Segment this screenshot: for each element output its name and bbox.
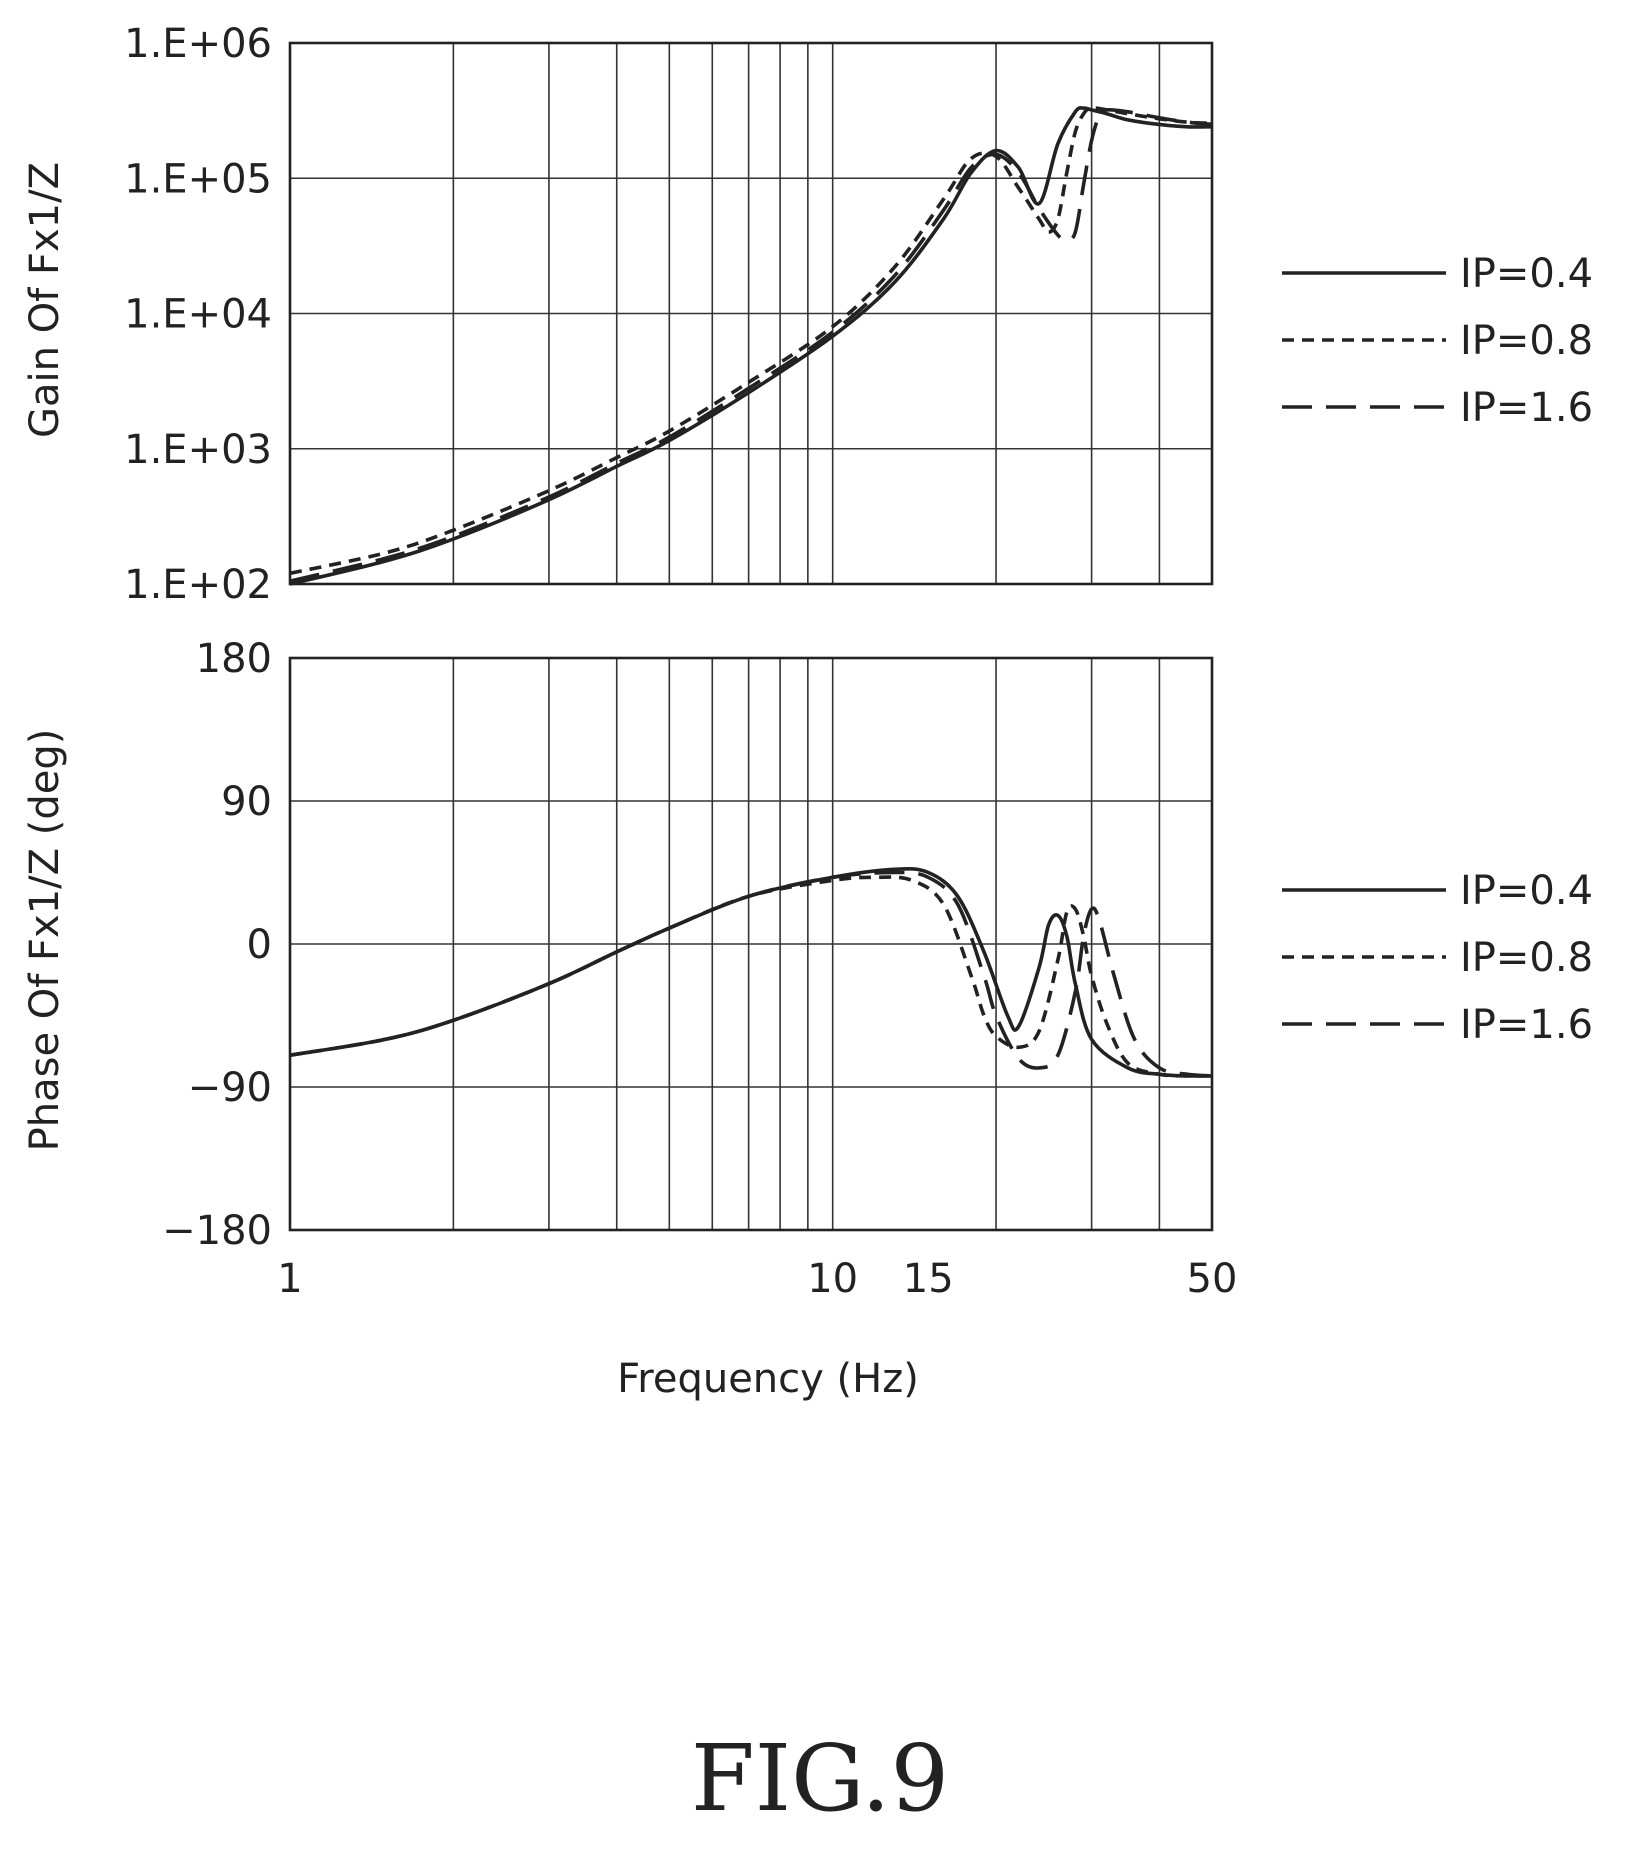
gain-ytick-label: 1.E+04 bbox=[124, 292, 272, 338]
phase-ytick-label: −90 bbox=[188, 1065, 272, 1111]
phase-ytick-label: 180 bbox=[196, 636, 272, 682]
figure-label: FIG.9 bbox=[691, 1725, 949, 1832]
panel-frames bbox=[288, 41, 1214, 1232]
grid-lines bbox=[290, 42, 1212, 1231]
gain-legend-label: IP=0.4 bbox=[1460, 251, 1593, 297]
frequency-xtick-label: 10 bbox=[807, 1256, 858, 1302]
phase-legend: IP=0.4 IP=0.8 IP=1.6 bbox=[1282, 868, 1593, 1048]
tick-labels: 1.E+02 1.E+03 1.E+04 1.E+05 1.E+06 −180 −90 0 90… bbox=[124, 21, 1237, 1302]
phase-axis-label: Phase Of Fx1/Z (deg) bbox=[22, 729, 68, 1152]
frequency-axis-label: Frequency (Hz) bbox=[617, 1356, 919, 1402]
phase-panel-frame bbox=[288, 656, 1214, 1232]
phase-legend-label: IP=0.4 bbox=[1460, 868, 1593, 914]
gain-series-line-3 bbox=[289, 107, 1213, 583]
phase-legend-label: IP=1.6 bbox=[1460, 1002, 1593, 1048]
phase-ytick-label: 90 bbox=[221, 779, 272, 825]
curves bbox=[289, 106, 1213, 1078]
phase-ytick-label: 0 bbox=[247, 922, 272, 968]
gain-panel-frame bbox=[288, 41, 1214, 586]
gain-legend-label: IP=0.8 bbox=[1460, 318, 1593, 364]
gain-ytick-label: 1.E+02 bbox=[124, 562, 272, 608]
gain-ytick-label: 1.E+06 bbox=[124, 21, 272, 67]
gain-legend: IP=0.4 IP=0.8 IP=1.6 bbox=[1282, 251, 1593, 431]
gain-ytick-label: 1.E+03 bbox=[124, 427, 272, 473]
phase-series-line-3 bbox=[289, 870, 1213, 1078]
phase-legend-label: IP=0.8 bbox=[1460, 935, 1593, 981]
gain-ytick-label: 1.E+05 bbox=[124, 156, 272, 202]
frequency-xtick-label: 50 bbox=[1187, 1256, 1238, 1302]
frequency-xtick-label: 1 bbox=[277, 1256, 302, 1302]
gain-series-line-1 bbox=[289, 106, 1213, 586]
phase-series-line-1 bbox=[289, 866, 1213, 1078]
frequency-xtick-label: 15 bbox=[903, 1256, 954, 1302]
phase-ytick-label: −180 bbox=[162, 1208, 272, 1254]
gain-axis-label: Gain Of Fx1/Z bbox=[22, 162, 68, 438]
gain-legend-label: IP=1.6 bbox=[1460, 385, 1593, 431]
